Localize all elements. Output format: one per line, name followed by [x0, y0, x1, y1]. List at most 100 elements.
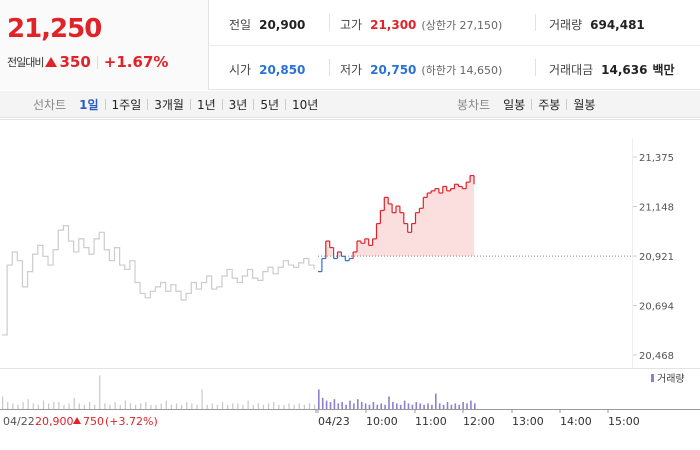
volume-bar — [170, 404, 172, 409]
volume-bar — [48, 403, 50, 409]
candle-monthly[interactable]: 월봉 — [573, 98, 596, 112]
volume-bar — [109, 404, 111, 409]
high-value: 21,300 — [370, 18, 417, 32]
current-price-panel: 21,250 전일대비 350 +1.67% — [0, 0, 209, 90]
period-3month[interactable]: 3개월 — [154, 98, 184, 112]
volume-bar — [321, 397, 324, 409]
period-3year[interactable]: 3년 — [228, 98, 248, 112]
volume-bar — [196, 404, 198, 409]
volume-bar — [298, 403, 300, 409]
low-label: 저가 — [340, 63, 363, 77]
volume-bar — [124, 400, 126, 409]
volume-bar — [357, 399, 359, 409]
candle-daily[interactable]: 일봉 — [503, 98, 526, 112]
volume-bar — [384, 404, 386, 409]
period-1week[interactable]: 1주일 — [111, 98, 142, 112]
volume-bar — [325, 400, 328, 409]
volume-bar — [462, 402, 464, 409]
volume-bar — [446, 402, 449, 409]
volume-bar — [392, 402, 394, 409]
candle-weekly[interactable]: 주봉 — [538, 98, 561, 112]
prev-day-date: 04/22 — [3, 415, 35, 428]
volume-bar — [242, 404, 244, 409]
open-value: 20,850 — [259, 63, 306, 77]
volume-bar — [442, 404, 445, 409]
volume-bar — [114, 402, 116, 409]
x-axis-ticks: 04/23 10:00 11:00 12:00 13:00 14:00 15:0… — [318, 415, 640, 428]
volume-bar — [104, 403, 106, 409]
trade-value-amount: 14,636 — [601, 63, 648, 77]
volume-bar — [83, 404, 86, 409]
volume-bar — [333, 399, 336, 409]
trade-value: 거래대금 14,636 백만 — [549, 61, 675, 78]
volume-bar — [17, 404, 19, 409]
period-10year[interactable]: 10년 — [292, 98, 319, 112]
high-price: 고가 21,300 (상한가 27,150) — [340, 16, 502, 33]
change-label: 전일대비 — [7, 56, 44, 69]
change-row: 전일대비 350 +1.67% — [7, 53, 168, 71]
prev-day-change-percent: (+3.72%) — [105, 415, 158, 428]
prev-day-change: 750 — [83, 415, 104, 428]
prev-day-line — [2, 225, 315, 336]
volume-bar — [211, 403, 213, 409]
period-1day[interactable]: 1일 — [79, 98, 99, 112]
change-percent: +1.67% — [103, 53, 169, 71]
volume-bar — [349, 400, 351, 409]
period-1year[interactable]: 1년 — [196, 98, 216, 112]
volume-bar — [368, 404, 371, 409]
volume-bar — [454, 403, 457, 409]
volume-bar — [27, 399, 29, 409]
low-price: 저가 20,750 (하한가 14,650) — [340, 61, 502, 78]
volume-bar — [364, 403, 367, 409]
change-amount: 350 — [59, 53, 91, 71]
volume-label: 거래량 — [549, 18, 583, 32]
candle-chart-label: 봉차트 — [457, 98, 491, 112]
volume-bar — [94, 404, 96, 409]
volume-bar — [119, 404, 121, 409]
volume-bar — [63, 404, 65, 409]
volume-bar — [53, 402, 55, 409]
volume-bar — [88, 402, 91, 409]
volume-bar — [216, 404, 219, 409]
prev-day-info: 04/22 20,900 750 (+3.72%) — [3, 415, 158, 428]
volume-bar — [165, 400, 167, 409]
volume-bar — [252, 404, 254, 409]
volume-bar — [206, 404, 208, 409]
divider — [329, 14, 330, 31]
trade-value-label: 거래대금 — [549, 63, 594, 77]
volume-bar — [12, 403, 14, 409]
volume-bar — [427, 403, 429, 409]
volume-bar — [129, 403, 132, 409]
volume-bar — [145, 402, 147, 409]
y-tick-label: 20,468 — [639, 351, 674, 362]
open-label: 시가 — [229, 63, 252, 77]
period-5year[interactable]: 5년 — [260, 98, 280, 112]
x-tick-label: 10:00 — [366, 415, 398, 428]
y-tick-label: 21,148 — [639, 203, 674, 214]
divider — [147, 99, 149, 110]
price-chart[interactable]: 21,375 21,148 20,921 20,694 20,468 거래량 0… — [0, 119, 700, 450]
volume-bar — [399, 404, 402, 409]
divider — [189, 99, 191, 110]
volume-bar — [466, 403, 468, 409]
x-tick-label: 11:00 — [415, 415, 447, 428]
y-tick-label: 21,375 — [639, 153, 674, 164]
volume-bar — [403, 400, 406, 409]
volume-bar — [273, 402, 275, 409]
lower-limit: (하한가 14,650) — [421, 64, 503, 77]
prev-day-close: 20,900 — [35, 415, 74, 428]
low-value: 20,750 — [370, 63, 417, 77]
x-tick-label: 15:00 — [608, 415, 640, 428]
divider — [285, 99, 287, 110]
volume-bar — [68, 403, 70, 409]
trade-value-unit: 백만 — [652, 63, 675, 77]
divider — [535, 59, 536, 76]
prev-close-label: 전일 — [229, 18, 252, 32]
volume-bar — [257, 403, 259, 409]
volume-bar — [341, 402, 343, 409]
volume-bar — [376, 404, 379, 409]
volume-bar — [303, 404, 305, 409]
volume-bar — [308, 403, 311, 409]
volume-bar — [450, 404, 453, 409]
volume-bar — [175, 403, 178, 409]
